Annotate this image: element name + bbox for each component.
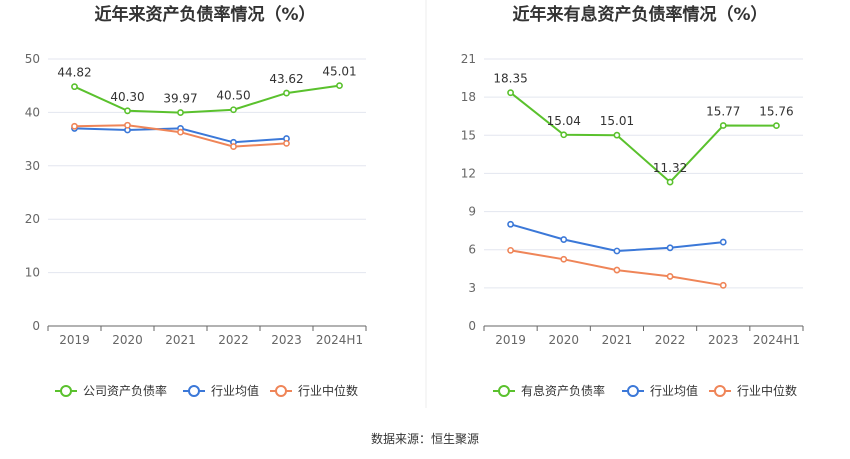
right-series-point-1 — [719, 238, 727, 246]
left-data-label: 45.01 — [322, 65, 356, 79]
right-y-tick-label: 0 — [468, 319, 476, 333]
left-series-point-0 — [71, 83, 78, 91]
left-series-point-0 — [124, 107, 131, 115]
left-legend-item-2[interactable]: 行业中位数 — [270, 383, 358, 398]
right-x-tick-label: 2020 — [548, 333, 579, 347]
right-series-point-1 — [560, 236, 568, 243]
right-data-label: 15.77 — [706, 104, 740, 118]
right-series-point-0 — [507, 89, 514, 97]
data-source-note: 数据来源：恒生聚源 — [371, 431, 479, 446]
left-data-label: 40.50 — [216, 89, 250, 103]
legend-marker — [275, 385, 287, 397]
right-series-point-0 — [773, 122, 780, 130]
legend-label: 有息资产负债率 — [521, 383, 605, 398]
right-y-tick-label: 15 — [461, 128, 476, 142]
left-series-point-0 — [283, 89, 290, 97]
right-legend-item-2[interactable]: 行业中位数 — [709, 383, 797, 398]
left-legend-item-1[interactable]: 行业均值 — [183, 383, 259, 398]
right-y-tick-label: 18 — [461, 90, 476, 104]
right-series-point-2 — [613, 266, 621, 274]
left-chart: 近年来资产负债率情况（%） 0 10 20 30 40 50 2019 2020 2021 202… — [25, 4, 367, 398]
legend-label: 公司资产负债率 — [83, 383, 167, 398]
right-series-point-0 — [560, 131, 568, 139]
left-data-label: 44.82 — [57, 66, 91, 80]
legend-marker — [498, 385, 510, 397]
right-y-tick-label: 21 — [461, 52, 476, 66]
right-series-point-0 — [666, 178, 674, 186]
right-data-label: 11.32 — [653, 161, 687, 175]
right-chart-title: 近年来有息资产负债率情况（%） — [512, 4, 767, 25]
legend-marker — [60, 385, 72, 397]
right-x-tick-label: 2021 — [602, 333, 633, 347]
left-data-label: 40.30 — [110, 90, 144, 104]
right-data-label: 15.01 — [600, 114, 634, 128]
left-x-tick-label: 2021 — [165, 333, 196, 347]
right-series-point-1 — [507, 220, 514, 228]
right-series-point-2 — [666, 273, 674, 280]
right-y-tick-label: 6 — [468, 243, 476, 257]
right-series-line-1 — [510, 223, 724, 253]
left-chart-title: 近年来资产负债率情况（%） — [94, 4, 315, 25]
left-series-point-2 — [230, 143, 237, 150]
right-series-point-2 — [507, 246, 514, 254]
left-data-label: 39.97 — [163, 92, 197, 106]
right-data-label: 15.04 — [547, 114, 581, 128]
right-series-point-0 — [719, 122, 727, 129]
right-series-point-0 — [613, 131, 621, 139]
left-series-point-2 — [177, 128, 184, 136]
right-x-tick-label: 2019 — [495, 333, 526, 347]
right-legend-item-1[interactable]: 行业均值 — [622, 383, 698, 398]
right-legend-item-0[interactable]: 有息资产负债率 — [493, 383, 605, 398]
legend-marker — [188, 385, 200, 397]
left-x-tick-label: 2022 — [218, 333, 249, 347]
left-series-point-2 — [124, 121, 131, 129]
left-x-tick-label: 2024H1 — [316, 333, 363, 347]
left-legend-item-0[interactable]: 公司资产负债率 — [55, 383, 167, 398]
right-series-point-2 — [560, 255, 568, 263]
right-series-point-1 — [666, 244, 674, 252]
left-y-tick-label: 0 — [32, 319, 40, 333]
left-y-tick-label: 50 — [25, 52, 40, 66]
right-y-tick-label: 9 — [468, 205, 476, 219]
legend-marker — [627, 385, 639, 397]
right-x-tick-label: 2022 — [655, 333, 686, 347]
left-y-tick-label: 10 — [25, 266, 40, 280]
right-data-label: 15.76 — [759, 105, 793, 119]
right-data-label: 18.35 — [493, 72, 527, 86]
right-y-tick-label: 12 — [461, 166, 476, 180]
left-series-point-0 — [177, 109, 184, 116]
left-x-tick-label: 2020 — [112, 333, 143, 347]
legend-label: 行业中位数 — [298, 383, 358, 398]
right-series-line-0 — [509, 91, 777, 184]
left-x-tick-label: 2023 — [271, 333, 302, 347]
left-series-point-2 — [71, 122, 78, 130]
left-series-line-0 — [74, 84, 340, 114]
right-series-point-1 — [613, 247, 621, 255]
left-y-tick-label: 30 — [25, 159, 40, 173]
right-series-point-2 — [719, 281, 727, 289]
left-series-point-0 — [336, 82, 343, 90]
left-y-tick-label: 20 — [25, 212, 40, 226]
left-y-tick-label: 40 — [25, 105, 40, 119]
left-data-label: 43.62 — [269, 72, 303, 86]
right-x-tick-label: 2023 — [708, 333, 739, 347]
left-x-tick-label: 2019 — [59, 333, 90, 347]
left-series-point-2 — [283, 139, 290, 147]
right-chart: 近年来有息资产负债率情况（%） 0 3 6 9 12 15 18 21 2019 2020 2021… — [461, 4, 804, 398]
legend-marker — [714, 385, 726, 397]
right-y-tick-label: 3 — [468, 281, 476, 295]
legend-label: 行业均值 — [650, 383, 698, 398]
legend-label: 行业中位数 — [737, 383, 797, 398]
legend-label: 行业均值 — [211, 383, 259, 398]
right-x-tick-label: 2024H1 — [753, 333, 800, 347]
left-series-point-0 — [230, 106, 237, 114]
